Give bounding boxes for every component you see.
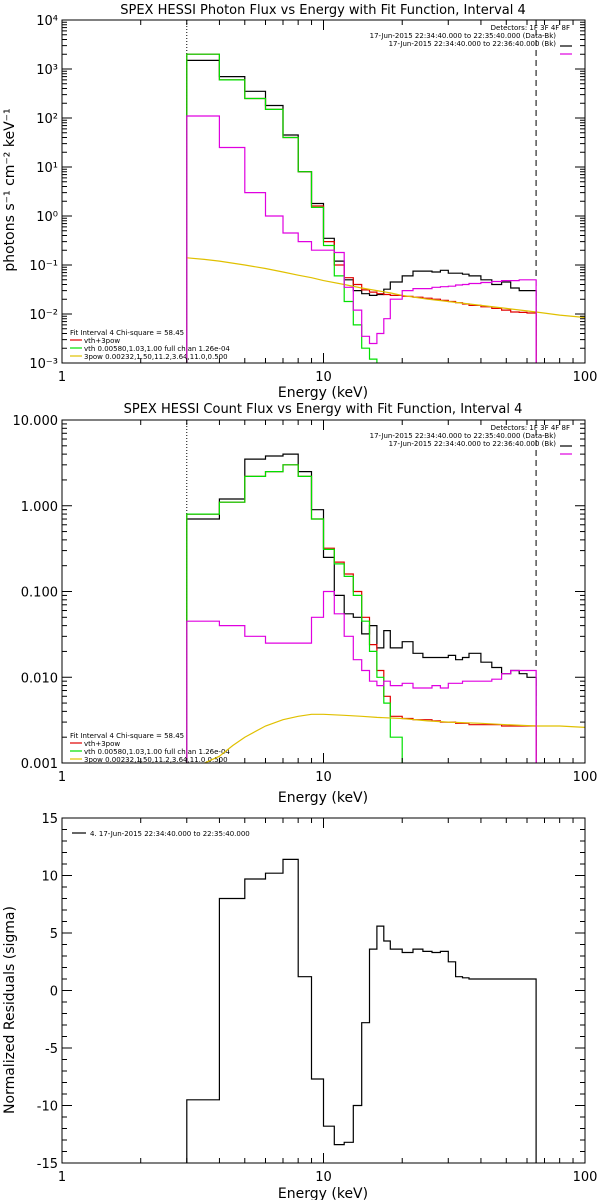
- series-bk: [186, 590, 537, 763]
- x-tick-label: 1: [58, 1170, 66, 1185]
- series-data-bk: [186, 453, 537, 763]
- y-tick-label: 10⁴: [36, 14, 58, 29]
- count-flux-panel: SPEX HESSI Count Flux vs Energy with Fit…: [13, 402, 598, 806]
- series-3pow: [186, 257, 585, 319]
- count-flux-legend-bk: 17-Jun-2015 22:34:40.000 to 22:36:40.000…: [389, 440, 557, 448]
- series-3pow: [203, 713, 585, 763]
- residuals-xlabel: Energy (keV): [278, 1186, 368, 1200]
- residuals-ylabel: Normalized Residuals (sigma): [2, 906, 18, 1114]
- count-flux-fit-chisq: Fit Interval 4 Chi-square = 58.45: [70, 732, 184, 740]
- x-tick-label: 100: [573, 370, 598, 385]
- y-tick-label: 0.010: [21, 671, 58, 686]
- count-flux-fit-3pow: 3pow 0.00232,1.50,11.2,3.64,11.0,0.500: [84, 756, 228, 764]
- x-tick-label: 10: [315, 370, 332, 385]
- photon-flux-legend-detectors: Detectors: 1F 3F 4F 8F: [491, 24, 570, 32]
- plot-area: [186, 20, 585, 363]
- y-tick-label: 15: [41, 812, 58, 827]
- plot-area: [186, 858, 537, 1163]
- count-flux-legend-detectors: Detectors: 1F 3F 4F 8F: [491, 424, 570, 432]
- y-tick-label: 1.000: [21, 500, 58, 515]
- photon-flux-xlabel: Energy (keV): [278, 385, 368, 401]
- y-tick-label: 10⁰: [36, 210, 58, 225]
- y-tick-label: 5: [50, 927, 58, 942]
- x-tick-label: 100: [573, 1170, 598, 1185]
- y-tick-label: 0.001: [21, 757, 58, 772]
- count-flux-legend-data: 17-Jun-2015 22:34:40.000 to 22:35:40.000…: [370, 432, 557, 440]
- residuals-legend-interval: 4. 17-Jun-2015 22:34:40.000 to 22:35:40.…: [90, 830, 250, 838]
- photon-flux-fit-chisq: Fit Interval 4 Chi-square = 58.45: [70, 329, 184, 337]
- y-tick-label: 10.000: [13, 414, 59, 429]
- y-tick-label: 0: [50, 985, 58, 1000]
- y-tick-label: 10³: [36, 63, 58, 78]
- y-tick-label: -5: [45, 1042, 58, 1057]
- photon-flux-legend-data: 17-Jun-2015 22:34:40.000 to 22:35:40.000…: [370, 32, 557, 40]
- y-tick-label: 10²: [36, 112, 58, 127]
- photon-flux-title: SPEX HESSI Photon Flux vs Energy with Fi…: [120, 3, 526, 18]
- series-data-bk: [186, 59, 537, 363]
- photon-flux-fit-3pow: 3pow 0.00232,1.50,11.2,3.64,11.0,0.500: [84, 353, 228, 361]
- count-flux-xlabel: Energy (keV): [278, 790, 368, 806]
- photon-flux-panel: SPEX HESSI Photon Flux vs Energy with Fi…: [2, 3, 597, 401]
- series-4-17-jun-2015-22-34-40-000-to-22-35-40-000: [186, 858, 537, 1163]
- photon-flux-ylabel: photons s⁻¹ cm⁻² keV⁻¹: [2, 108, 18, 271]
- count-flux-fit-total: vth+3pow: [84, 740, 120, 748]
- y-tick-label: -15: [37, 1157, 58, 1172]
- x-tick-label: 1: [58, 770, 66, 785]
- plot-area: [186, 420, 585, 763]
- x-tick-label: 10: [315, 770, 332, 785]
- x-tick-label: 100: [573, 770, 598, 785]
- photon-flux-fit-total: vth+3pow: [84, 337, 120, 345]
- count-flux-title: SPEX HESSI Count Flux vs Energy with Fit…: [124, 402, 523, 417]
- count-flux-fit-vth: vth 0.00580,1.03,1.00 full chian 1.26e-0…: [84, 748, 230, 756]
- y-tick-label: 10⁻¹: [29, 259, 58, 274]
- y-tick-label: 10: [41, 870, 58, 885]
- series-vth: [186, 464, 414, 763]
- y-tick-label: -10: [37, 1100, 58, 1115]
- y-tick-label: 10¹: [36, 161, 58, 176]
- y-tick-label: 10⁻²: [29, 308, 58, 323]
- x-tick-label: 10: [315, 1170, 332, 1185]
- series-bk: [186, 115, 537, 363]
- x-tick-label: 1: [58, 370, 66, 385]
- y-tick-label: 10⁻³: [29, 357, 58, 372]
- residuals-panel: Normalized Residuals (sigma) Energy (keV…: [2, 812, 597, 1200]
- y-tick-label: 0.100: [21, 586, 58, 601]
- photon-flux-fit-vth: vth 0.00580,1.03,1.00 full chian 1.26e-0…: [84, 345, 230, 353]
- photon-flux-legend-bk: 17-Jun-2015 22:34:40.000 to 22:36:40.000…: [389, 40, 557, 48]
